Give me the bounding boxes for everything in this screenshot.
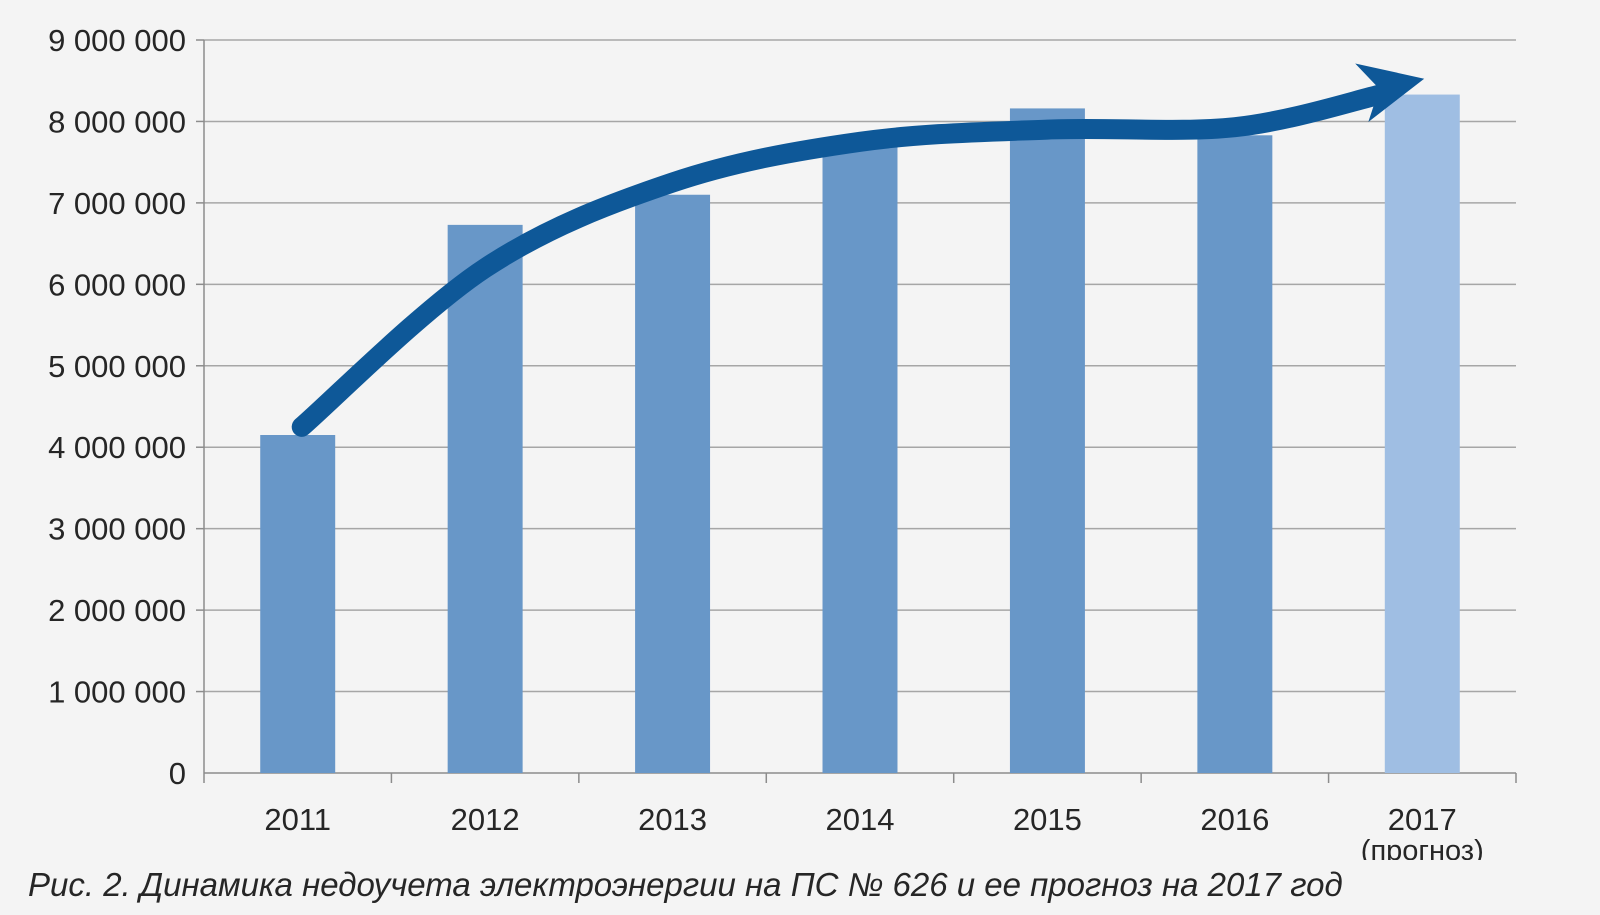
- bar-2014: [822, 139, 898, 773]
- x-tick-label-2011: 2011: [264, 802, 331, 837]
- bar-2011: [260, 435, 336, 773]
- y-tick-label: 0: [169, 756, 186, 791]
- y-tick-label: 6 000 000: [48, 267, 186, 302]
- y-tick-label: 2 000 000: [48, 593, 186, 628]
- bars: [260, 94, 1460, 774]
- figure-caption: Рис. 2. Динамика недоучета электроэнерги…: [28, 866, 1343, 903]
- bar-2012: [447, 224, 523, 773]
- bar-2015: [1009, 108, 1085, 773]
- y-tick-label: 7 000 000: [48, 186, 186, 221]
- y-axis-labels: 0 1 000 000 2 000 000 3 000 000 4 000 000 5 0…: [48, 23, 186, 791]
- y-tick-label: 3 000 000: [48, 512, 186, 547]
- x-tick-sublabel: (прогноз): [1361, 835, 1484, 860]
- x-tick-label-2016: 2016: [1200, 802, 1269, 837]
- bar-2016: [1197, 135, 1273, 774]
- y-tick-label: 1 000 000: [48, 675, 186, 710]
- bar-2013: [635, 194, 711, 773]
- x-tick-label-2015: 2015: [1013, 802, 1082, 837]
- bar-2017: [1384, 94, 1460, 774]
- x-axis-labels: 2011 2012 2013 2014 2015 2016 2017(прогноз): [264, 802, 1483, 860]
- x-tick-label-2013: 2013: [638, 802, 707, 837]
- x-tick-label-2012: 2012: [451, 802, 520, 837]
- y-tick-label: 9 000 000: [48, 23, 186, 58]
- y-tick-label: 5 000 000: [48, 349, 186, 384]
- trend-arrowhead: [1355, 63, 1425, 122]
- trend-arrow: [291, 63, 1425, 437]
- x-tick-label-2014: 2014: [826, 802, 895, 837]
- y-tick-label: 8 000 000: [48, 104, 186, 139]
- x-tick-label-2017: 2017: [1388, 802, 1457, 837]
- trend-arrow-line: [291, 84, 1391, 437]
- y-tick-label: 4 000 000: [48, 430, 186, 465]
- bar-chart: 0 1 000 000 2 000 000 3 000 000 4 000 000 5 0…: [48, 23, 1517, 860]
